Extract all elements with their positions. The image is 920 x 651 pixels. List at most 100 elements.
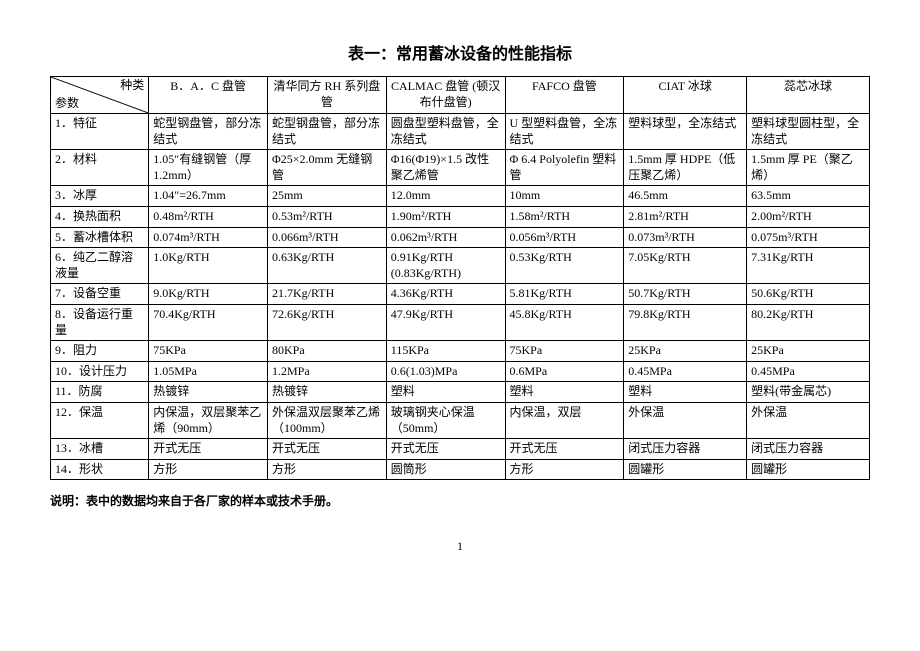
cell: 外保温 (747, 402, 870, 438)
cell: 50.7Kg/RTH (624, 284, 747, 305)
row-label: 8．设备运行重量 (51, 304, 149, 340)
table-title: 表一：常用蓄冰设备的性能指标 (50, 40, 870, 64)
table-row: 13．冰槽开式无压开式无压开式无压开式无压闭式压力容器闭式压力容器 (51, 439, 870, 460)
cell: 75KPa (149, 341, 268, 362)
cell: U 型塑料盘管，全冻结式 (505, 114, 624, 150)
cell: 70.4Kg/RTH (149, 304, 268, 340)
cell: 0.074m³/RTH (149, 227, 268, 248)
table-row: 2．材料1.05″有缝钢管（厚 1.2mm）Φ25×2.0mm 无缝钢管Φ16(… (51, 150, 870, 186)
table-row: 11．防腐热镀锌热镀锌塑料塑料塑料塑料(带金属芯) (51, 382, 870, 403)
diagonal-header: 种类 参数 (51, 77, 149, 114)
cell: 1.58m²/RTH (505, 206, 624, 227)
cell: 开式无压 (268, 439, 387, 460)
cell: 21.7Kg/RTH (268, 284, 387, 305)
row-label: 11．防腐 (51, 382, 149, 403)
cell: 0.073m³/RTH (624, 227, 747, 248)
col-header: CALMAC 盘管 (顿汉布什盘管) (386, 77, 505, 114)
cell: 63.5mm (747, 186, 870, 207)
table-row: 3．冰厚1.04″=26.7mm25mm12.0mm10mm46.5mm63.5… (51, 186, 870, 207)
table-row: 8．设备运行重量70.4Kg/RTH72.6Kg/RTH47.9Kg/RTH45… (51, 304, 870, 340)
cell: 塑料球型圆柱型，全冻结式 (747, 114, 870, 150)
cell: 1.05″有缝钢管（厚 1.2mm） (149, 150, 268, 186)
cell: 0.6(1.03)MPa (386, 361, 505, 382)
table-row: 6．纯乙二醇溶液量1.0Kg/RTH0.63Kg/RTH0.91Kg/RTH (… (51, 248, 870, 284)
table-body: 1．特征蛇型钢盘管，部分冻结式蛇型钢盘管，部分冻结式圆盘型塑料盘管，全冻结式U … (51, 114, 870, 480)
cell: 80.2Kg/RTH (747, 304, 870, 340)
cell: 10mm (505, 186, 624, 207)
cell: Φ16(Φ19)×1.5 改性聚乙烯管 (386, 150, 505, 186)
cell: 方形 (505, 459, 624, 480)
cell: 0.48m²/RTH (149, 206, 268, 227)
cell: 闭式压力容器 (747, 439, 870, 460)
cell: 0.53m²/RTH (268, 206, 387, 227)
cell: 塑料 (624, 382, 747, 403)
cell: 9.0Kg/RTH (149, 284, 268, 305)
cell: 塑料球型，全冻结式 (624, 114, 747, 150)
row-label: 2．材料 (51, 150, 149, 186)
cell: 0.075m³/RTH (747, 227, 870, 248)
table-row: 1．特征蛇型钢盘管，部分冻结式蛇型钢盘管，部分冻结式圆盘型塑料盘管，全冻结式U … (51, 114, 870, 150)
cell: 4.36Kg/RTH (386, 284, 505, 305)
cell: 25KPa (747, 341, 870, 362)
col-header: 蕊芯冰球 (747, 77, 870, 114)
cell: 0.45MPa (747, 361, 870, 382)
cell: 80KPa (268, 341, 387, 362)
cell: 圆盘型塑料盘管，全冻结式 (386, 114, 505, 150)
cell: 25KPa (624, 341, 747, 362)
cell: 7.05Kg/RTH (624, 248, 747, 284)
cell: 0.63Kg/RTH (268, 248, 387, 284)
cell: 47.9Kg/RTH (386, 304, 505, 340)
header-bottom-label: 参数 (55, 96, 79, 112)
cell: 0.6MPa (505, 361, 624, 382)
table-row: 7．设备空重9.0Kg/RTH21.7Kg/RTH4.36Kg/RTH5.81K… (51, 284, 870, 305)
col-header: B．A．C 盘管 (149, 77, 268, 114)
cell: 圆罐形 (624, 459, 747, 480)
cell: 0.056m³/RTH (505, 227, 624, 248)
row-label: 1．特征 (51, 114, 149, 150)
row-label: 14．形状 (51, 459, 149, 480)
row-label: 7．设备空重 (51, 284, 149, 305)
cell: 外保温双层聚苯乙烯（100mm） (268, 402, 387, 438)
row-label: 13．冰槽 (51, 439, 149, 460)
row-label: 5．蓄冰槽体积 (51, 227, 149, 248)
cell: 0.91Kg/RTH (0.83Kg/RTH) (386, 248, 505, 284)
cell: 开式无压 (386, 439, 505, 460)
cell: 塑料 (386, 382, 505, 403)
cell: 75KPa (505, 341, 624, 362)
cell: 1.04″=26.7mm (149, 186, 268, 207)
row-label: 10．设计压力 (51, 361, 149, 382)
cell: 内保温，双层聚苯乙烯（90mm） (149, 402, 268, 438)
cell: 开式无压 (505, 439, 624, 460)
row-label: 4．换热面积 (51, 206, 149, 227)
table-row: 4．换热面积0.48m²/RTH0.53m²/RTH1.90m²/RTH1.58… (51, 206, 870, 227)
header-top-label: 种类 (120, 78, 144, 94)
cell: 2.81m²/RTH (624, 206, 747, 227)
cell: 1.2MPa (268, 361, 387, 382)
cell: 0.062m³/RTH (386, 227, 505, 248)
col-header: FAFCO 盘管 (505, 77, 624, 114)
page-number: 1 (50, 539, 870, 554)
cell: 2.00m²/RTH (747, 206, 870, 227)
row-label: 9．阻力 (51, 341, 149, 362)
cell: 蛇型钢盘管，部分冻结式 (268, 114, 387, 150)
cell: Φ25×2.0mm 无缝钢管 (268, 150, 387, 186)
cell: 25mm (268, 186, 387, 207)
cell: 蛇型钢盘管，部分冻结式 (149, 114, 268, 150)
table-row: 10．设计压力1.05MPa1.2MPa0.6(1.03)MPa0.6MPa 0.… (51, 361, 870, 382)
cell: 方形 (268, 459, 387, 480)
header-row: 种类 参数 B．A．C 盘管 清华同方 RH 系列盘管 CALMAC 盘管 (顿… (51, 77, 870, 114)
cell: 1.05MPa (149, 361, 268, 382)
performance-table: 种类 参数 B．A．C 盘管 清华同方 RH 系列盘管 CALMAC 盘管 (顿… (50, 76, 870, 480)
cell: 热镀锌 (149, 382, 268, 403)
cell: 50.6Kg/RTH (747, 284, 870, 305)
cell: 1.5mm 厚 PE（聚乙烯） (747, 150, 870, 186)
table-row: 12．保温内保温，双层聚苯乙烯（90mm）外保温双层聚苯乙烯（100mm）玻璃钢… (51, 402, 870, 438)
row-label: 3．冰厚 (51, 186, 149, 207)
cell: 圆罐形 (747, 459, 870, 480)
cell: 72.6Kg/RTH (268, 304, 387, 340)
footnote: 说明：表中的数据均来自于各厂家的样本或技术手册。 (50, 492, 870, 509)
cell: 46.5mm (624, 186, 747, 207)
cell: 玻璃钢夹心保温（50mm） (386, 402, 505, 438)
cell: 1.0Kg/RTH (149, 248, 268, 284)
cell: 115KPa (386, 341, 505, 362)
